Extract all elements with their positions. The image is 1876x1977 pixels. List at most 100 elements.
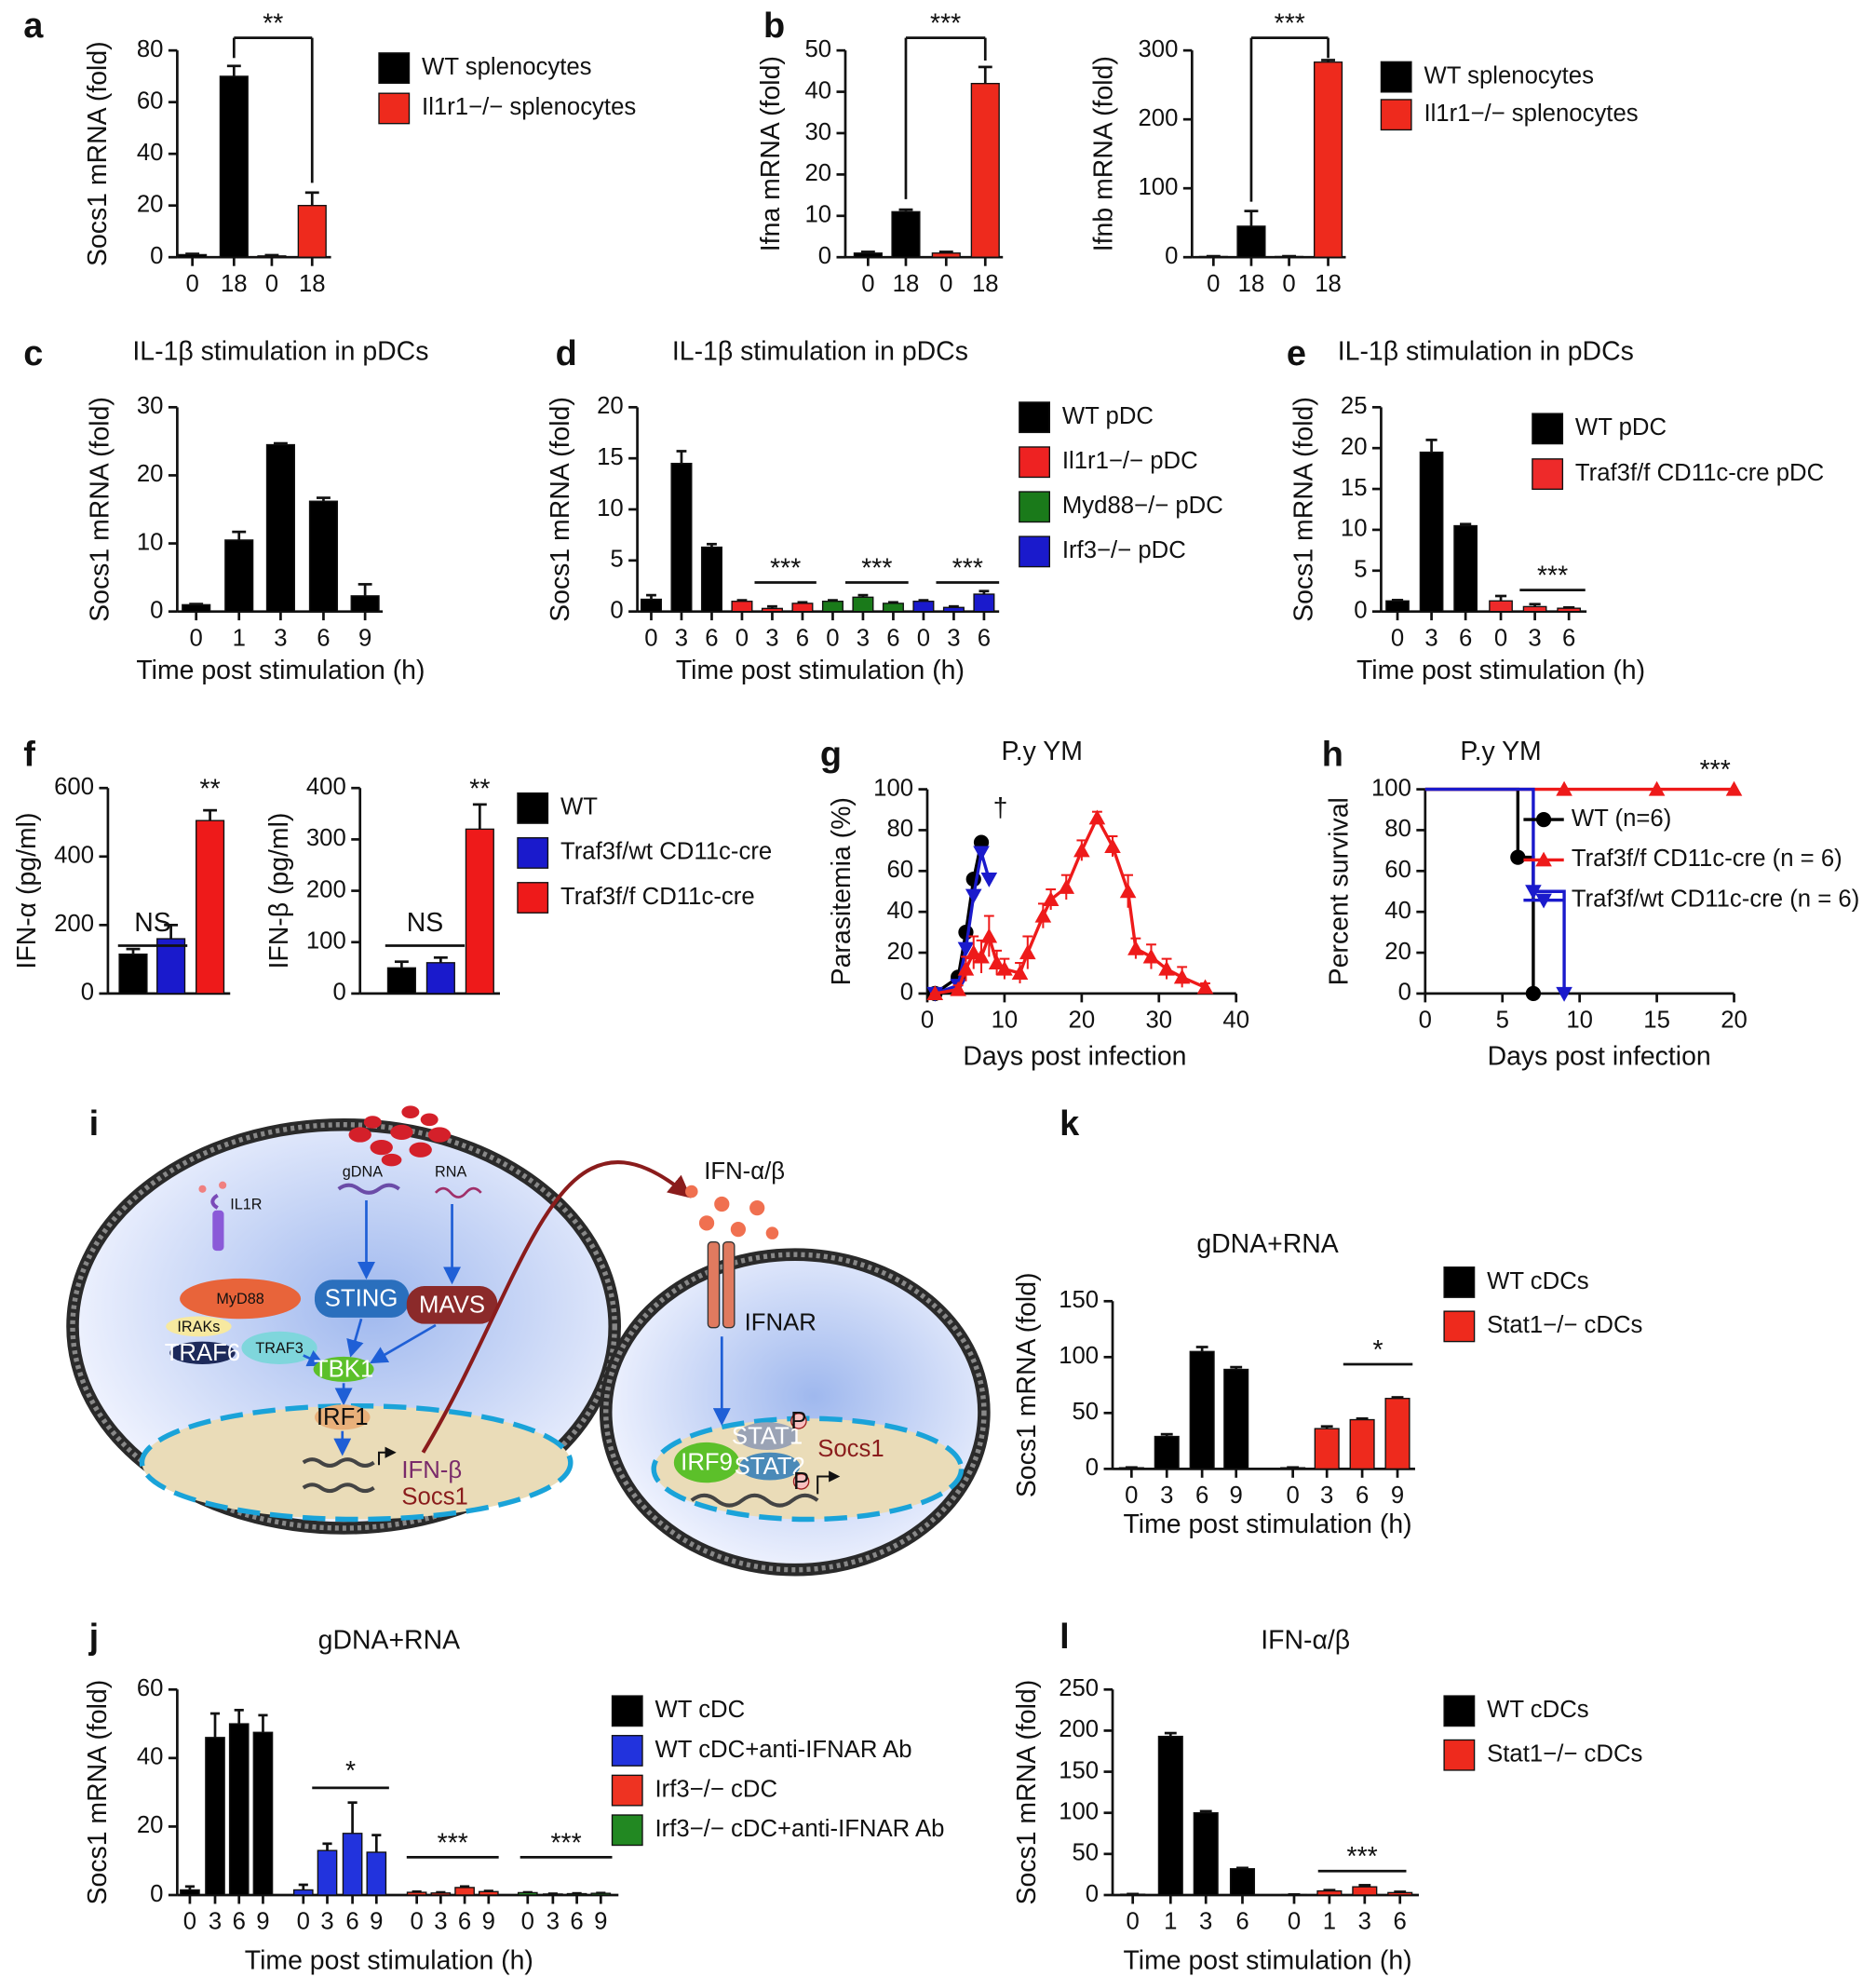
bar — [1118, 1467, 1144, 1470]
bar — [931, 252, 961, 258]
panel-letter: i — [89, 1104, 100, 1144]
x-tick-label: 9 — [1230, 1483, 1243, 1509]
x-axis-label: Time post stimulation (h) — [245, 1945, 533, 1975]
chart-title: P.y YM — [1001, 737, 1082, 766]
bar — [1489, 600, 1513, 613]
bar — [791, 603, 814, 613]
y-tick-label: 40 — [137, 1744, 164, 1770]
bar — [297, 205, 327, 258]
marker — [980, 928, 998, 943]
marker — [965, 888, 982, 904]
annotation: * — [1372, 1335, 1383, 1365]
x-tick-label: 1 — [1164, 1909, 1177, 1935]
x-axis-label: Days post infection — [963, 1041, 1186, 1071]
y-tick-label: 200 — [1139, 105, 1179, 131]
chart-title: IL-1β stimulation in pDCs — [672, 337, 968, 367]
legend-label: Traf3f/wt CD11c-cre — [560, 839, 772, 865]
label: P — [790, 1408, 806, 1434]
bar — [1120, 1893, 1146, 1896]
panel-letter: c — [23, 334, 43, 373]
marker — [1556, 986, 1572, 1002]
x-tick-label: 20 — [1721, 1007, 1748, 1033]
x-tick-label: 0 — [921, 1007, 934, 1033]
bar — [465, 828, 494, 995]
y-axis-label: Ifnb mRNA (fold) — [1088, 56, 1118, 251]
chart-title: IL-1β stimulation in pDCs — [132, 337, 428, 367]
bar — [821, 601, 844, 613]
legend-swatch — [1380, 61, 1412, 93]
bar — [1314, 1428, 1340, 1470]
y-tick-label: 300 — [1139, 36, 1179, 62]
x-tick-label: 3 — [1199, 1909, 1212, 1935]
panel-letter: j — [88, 1618, 100, 1657]
legend-label: Il1r1−/− splenocytes — [1424, 101, 1638, 127]
y-tick-label: 0 — [610, 597, 623, 623]
marker — [1042, 891, 1059, 907]
x-tick-label: 6 — [705, 625, 718, 651]
legend-label: Irf3−/− cDC+anti-IFNAR Ab — [655, 1816, 945, 1842]
panel-letter: l — [1059, 1618, 1070, 1657]
x-axis-label: Days post infection — [1488, 1041, 1711, 1071]
bar — [219, 75, 249, 258]
bar — [543, 1893, 563, 1896]
panel-letter: a — [23, 7, 44, 46]
y-tick-label: 0 — [1165, 243, 1178, 269]
marker — [957, 960, 975, 976]
marker — [926, 985, 944, 1000]
legend-swatch — [1019, 491, 1051, 523]
marker — [1648, 780, 1666, 796]
bar — [590, 1892, 612, 1896]
label: STAT1 — [732, 1423, 803, 1449]
annotation: *** — [1700, 755, 1731, 785]
label: MyD88 — [216, 1291, 263, 1307]
marker — [1127, 940, 1144, 955]
bar — [118, 953, 148, 995]
annotation: *** — [930, 9, 961, 39]
x-tick-label: 0 — [736, 625, 749, 651]
x-tick-label: 0 — [1391, 625, 1404, 651]
y-tick-label: 50 — [804, 36, 831, 62]
bar — [182, 603, 211, 613]
label: IL1R — [230, 1197, 262, 1213]
x-tick-label: 3 — [274, 625, 287, 651]
panel-letter: f — [23, 735, 35, 774]
promoter — [378, 1446, 397, 1466]
y-tick-label: 60 — [1384, 857, 1411, 883]
y-tick-label: 10 — [1341, 516, 1368, 542]
x-tick-label: 18 — [972, 271, 999, 297]
bar — [1522, 605, 1547, 613]
x-tick-label: 18 — [1238, 271, 1265, 297]
chart-title: IFN-α/β — [1261, 1625, 1350, 1655]
marker — [1058, 879, 1075, 894]
chart-title: P.y YM — [1460, 737, 1541, 766]
receptor — [210, 1193, 219, 1210]
legend-label: WT splenocytes — [422, 54, 591, 80]
marker — [1104, 838, 1121, 854]
protein — [739, 1452, 801, 1481]
bar — [156, 938, 186, 995]
bar — [1189, 1350, 1215, 1470]
bar — [196, 819, 225, 995]
annotation: ** — [200, 774, 221, 804]
bar — [425, 962, 455, 995]
legend-label: Stat1−/− cDCs — [1487, 1312, 1642, 1338]
bar — [1193, 1812, 1219, 1896]
y-axis-label: IFN-β (pg/ml) — [264, 813, 294, 969]
x-tick-label: 0 — [190, 625, 203, 651]
marker — [980, 873, 998, 887]
arrow — [369, 1323, 437, 1364]
x-tick-label: 3 — [1160, 1483, 1173, 1509]
chart-title: IL-1β stimulation in pDCs — [1338, 337, 1634, 367]
protein — [241, 1331, 317, 1364]
x-tick-label: 9 — [256, 1909, 269, 1935]
x-tick-label: 0 — [521, 1909, 534, 1935]
marker — [950, 981, 966, 996]
bar — [178, 253, 208, 258]
y-tick-label: 50 — [1073, 1399, 1100, 1425]
legend-label: Traf3f/wt CD11c-cre (n = 6) — [1572, 887, 1859, 913]
panel-letter: k — [1059, 1104, 1080, 1144]
x-tick-label: 0 — [1125, 1483, 1138, 1509]
x-tick-label: 40 — [1222, 1007, 1249, 1033]
dna-icon — [337, 1183, 400, 1195]
legend-swatch — [1019, 446, 1051, 479]
